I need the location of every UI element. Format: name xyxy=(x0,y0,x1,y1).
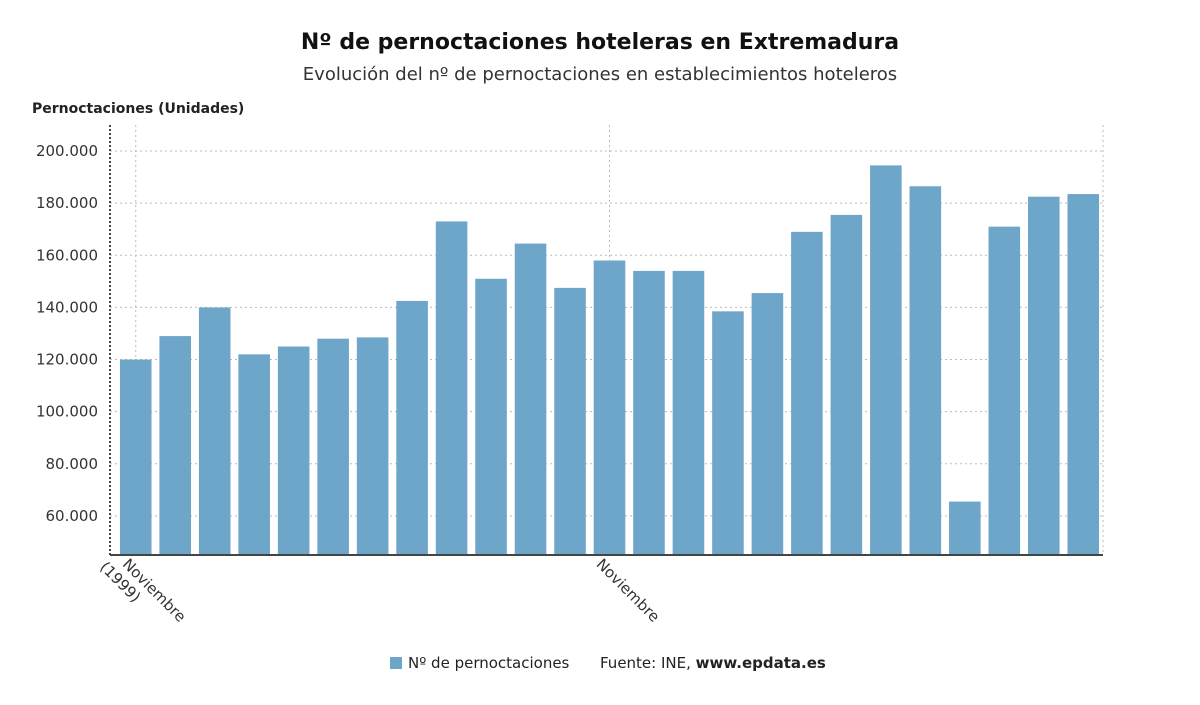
legend-swatch xyxy=(390,657,402,669)
legend-label: Nº de pernoctaciones xyxy=(408,654,570,672)
bar xyxy=(396,300,428,555)
bar xyxy=(554,287,586,555)
chart-title: Nº de pernoctaciones hoteleras en Extrem… xyxy=(300,30,900,55)
y-tick-label: 160.000 xyxy=(36,246,98,264)
bar xyxy=(672,270,705,555)
source-site: www.epdata.es xyxy=(695,654,826,672)
bar xyxy=(633,270,665,555)
bar xyxy=(475,278,507,555)
bar xyxy=(1027,196,1060,555)
bar xyxy=(277,346,310,555)
y-tick-label: 140.000 xyxy=(36,298,98,316)
y-tick-label: 200.000 xyxy=(36,142,98,160)
x-tick-label: Noviembre(1999) xyxy=(96,545,189,638)
bar xyxy=(751,293,784,555)
y-tick-label: 180.000 xyxy=(36,194,98,212)
bar xyxy=(119,359,152,555)
bar xyxy=(988,226,1021,556)
y-tick-label: 120.000 xyxy=(36,351,98,369)
bar xyxy=(870,165,902,556)
bar xyxy=(159,336,192,555)
bar xyxy=(198,307,231,555)
bar xyxy=(435,221,468,555)
bar xyxy=(791,231,823,555)
bar xyxy=(514,243,547,556)
chart-subtitle: Evolución del nº de pernoctaciones en es… xyxy=(302,64,898,85)
y-tick-label: 100.000 xyxy=(36,403,98,421)
bar xyxy=(238,354,270,555)
bar xyxy=(712,311,744,555)
bar xyxy=(356,337,389,555)
bar xyxy=(949,501,981,555)
bar xyxy=(1067,194,1100,555)
bar xyxy=(593,260,626,555)
source-label: Fuente: INE, xyxy=(600,654,691,672)
y-axis-label: Pernoctaciones (Unidades) xyxy=(32,101,244,117)
x-tick-label: Noviembre xyxy=(593,555,664,626)
bar xyxy=(830,214,863,555)
source-note: Fuente: INE, www.epdata.es xyxy=(600,654,826,672)
y-tick-label: 80.000 xyxy=(46,455,99,473)
legend: Nº de pernoctaciones xyxy=(390,654,569,672)
bar xyxy=(317,338,349,555)
bar xyxy=(909,186,942,555)
y-tick-label: 60.000 xyxy=(46,507,99,525)
